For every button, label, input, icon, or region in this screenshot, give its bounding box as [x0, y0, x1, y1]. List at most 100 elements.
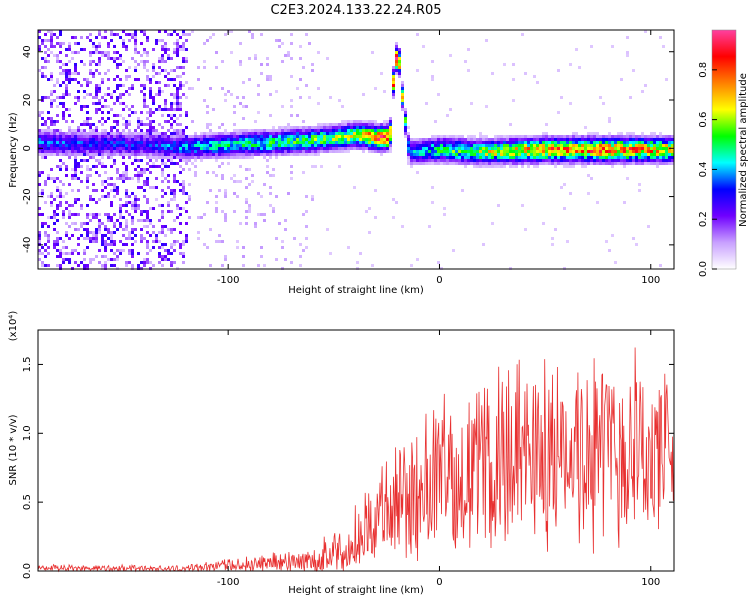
spectrogram-cell	[65, 108, 68, 111]
spectrogram-cell	[395, 51, 398, 54]
spectrogram-cell	[137, 219, 140, 222]
spectrogram-cell	[188, 198, 191, 201]
spectrogram-cell	[461, 150, 464, 153]
spectrogram-cell	[140, 219, 143, 222]
spectrogram-cell	[452, 249, 455, 252]
spectrogram-cell	[119, 204, 122, 207]
spectrogram-cell	[536, 138, 539, 141]
spectrogram-cell	[158, 204, 161, 207]
spectrogram-cell	[158, 132, 161, 135]
spectrogram-cell	[131, 216, 134, 219]
spectrogram-cell	[161, 108, 164, 111]
spectrogram-cell	[152, 48, 155, 51]
spectrogram-cell	[371, 129, 374, 132]
spectrogram-cell	[86, 237, 89, 240]
spectrogram-cell	[395, 57, 398, 60]
spectrogram-cell	[521, 135, 524, 138]
spectrogram-cell	[143, 138, 146, 141]
spectrogram-cell	[98, 159, 101, 162]
spectrogram-cell	[551, 141, 554, 144]
spectrogram-cell	[71, 213, 74, 216]
spectrogram-cell	[446, 159, 449, 162]
spectrogram-cell	[197, 153, 200, 156]
spectrogram-cell	[560, 186, 563, 189]
spectrogram-cell	[374, 144, 377, 147]
spectrogram-cell	[323, 144, 326, 147]
spectrogram-cell	[50, 168, 53, 171]
spectrogram-cell	[584, 159, 587, 162]
spectrogram-cell	[512, 138, 515, 141]
spectrogram-cell	[326, 126, 329, 129]
spectrogram-cell	[338, 126, 341, 129]
spectrogram-cell	[170, 126, 173, 129]
spectrogram-cell	[641, 162, 644, 165]
spectrogram-cell	[443, 162, 446, 165]
spectrogram-cell	[149, 171, 152, 174]
spectrogram-cell	[302, 120, 305, 123]
spectrogram-cell	[635, 138, 638, 141]
spectrogram-cell	[503, 63, 506, 66]
spectrogram-cell	[68, 216, 71, 219]
spectrogram-cell	[191, 30, 194, 33]
spectrogram-cell	[194, 141, 197, 144]
spectrogram-cell	[509, 123, 512, 126]
spectrogram-cell	[179, 36, 182, 39]
spectrogram-cell	[122, 102, 125, 105]
spectrogram-cell	[158, 150, 161, 153]
spectrogram-cell	[284, 135, 287, 138]
spectrogram-cell	[449, 138, 452, 141]
spectrogram-cell	[392, 81, 395, 84]
spectrogram-cell	[146, 75, 149, 78]
spectrogram-cell	[173, 249, 176, 252]
spectrogram-cell	[515, 162, 518, 165]
spectrogram-cell	[44, 123, 47, 126]
spectrogram-cell	[164, 42, 167, 45]
spectrogram-cell	[299, 150, 302, 153]
spectrogram-cell	[113, 243, 116, 246]
spectrogram-cell	[107, 228, 110, 231]
spectrogram-cell	[383, 90, 386, 93]
spectrogram-cell	[71, 36, 74, 39]
spectrogram-cell	[65, 231, 68, 234]
spectrogram-cell	[665, 138, 668, 141]
spectrogram-cell	[617, 156, 620, 159]
spectrogram-cell	[161, 174, 164, 177]
spectrogram-cell	[572, 150, 575, 153]
spectrogram-cell	[107, 153, 110, 156]
spectrogram-cell	[89, 132, 92, 135]
spectrogram-cell	[77, 228, 80, 231]
spectrogram-cell	[647, 162, 650, 165]
spectrogram-cell	[59, 45, 62, 48]
spectrogram-cell	[455, 150, 458, 153]
spectrogram-cell	[599, 144, 602, 147]
spectrogram-cell	[122, 84, 125, 87]
spectrogram-cell	[296, 147, 299, 150]
spectrogram-cell	[461, 147, 464, 150]
spectrogram-cell	[71, 204, 74, 207]
spectrogram-cell	[65, 150, 68, 153]
spectrogram-cell	[584, 141, 587, 144]
spectrogram-cell	[152, 138, 155, 141]
spectrogram-cell	[446, 150, 449, 153]
spectrogram-cell	[122, 156, 125, 159]
spectrogram-cell	[557, 141, 560, 144]
spectrogram-cell	[146, 225, 149, 228]
spectrogram-cell	[509, 144, 512, 147]
spectrogram-cell	[362, 120, 365, 123]
spectrogram-cell	[374, 126, 377, 129]
spectrogram-cell	[281, 129, 284, 132]
spectrogram-cell	[104, 129, 107, 132]
spectrogram-cell	[113, 186, 116, 189]
spectrogram-cell	[185, 141, 188, 144]
spectrogram-cell	[335, 150, 338, 153]
spectrogram-cell	[176, 99, 179, 102]
spectrogram-cell	[521, 141, 524, 144]
spectrogram-cell	[65, 54, 68, 57]
spectrogram-cell	[653, 132, 656, 135]
spectrogram-cell	[161, 141, 164, 144]
spectrogram-cell	[341, 120, 344, 123]
spectrogram-cell	[125, 225, 128, 228]
spectrogram-cell	[164, 177, 167, 180]
spectrogram-cell	[56, 243, 59, 246]
spectrogram-cell	[140, 237, 143, 240]
